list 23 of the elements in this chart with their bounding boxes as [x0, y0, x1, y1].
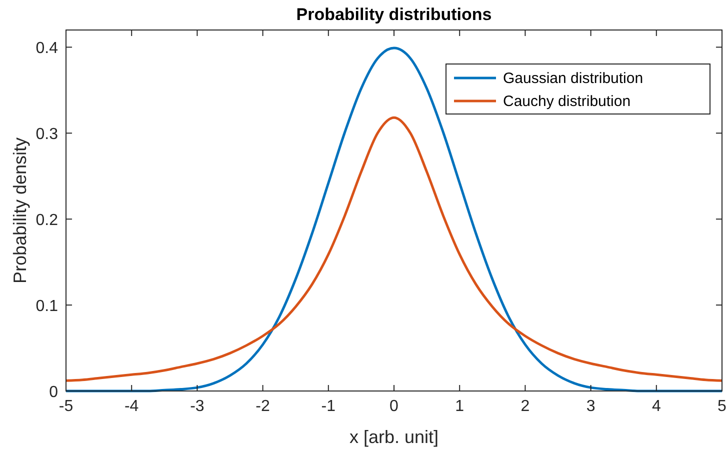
x-tick-label: -3 — [190, 398, 204, 415]
line-series — [64, 46, 724, 392]
legend-label: Gaussian distribution — [503, 70, 644, 87]
x-tick-label: -4 — [124, 398, 139, 415]
y-tick-label: 0.2 — [36, 212, 58, 230]
x-tick-label: 3 — [586, 398, 596, 415]
x-tick-label: 4 — [652, 398, 661, 415]
x-tick-label: -5 — [58, 398, 74, 415]
x-tick-label: -2 — [256, 398, 270, 415]
x-tick-label: 0 — [390, 398, 399, 415]
x-tick-label: -1 — [321, 398, 336, 415]
y-axis-title: Probability density — [10, 137, 30, 284]
line-series — [64, 116, 724, 382]
chart-title: Probability distributions — [296, 5, 492, 24]
legend-label: Cauchy distribution — [503, 93, 631, 110]
y-tick-label: 0.1 — [36, 298, 58, 316]
x-tick-label: 2 — [520, 398, 530, 415]
y-tick-label: 0 — [49, 384, 58, 401]
y-tick-label: 0.3 — [36, 126, 58, 144]
x-tick-label: 1 — [455, 398, 464, 415]
y-tick-label: 0.4 — [36, 40, 58, 58]
x-tick-label: 5 — [718, 398, 727, 415]
x-axis-title: x [arb. unit] — [349, 427, 439, 447]
